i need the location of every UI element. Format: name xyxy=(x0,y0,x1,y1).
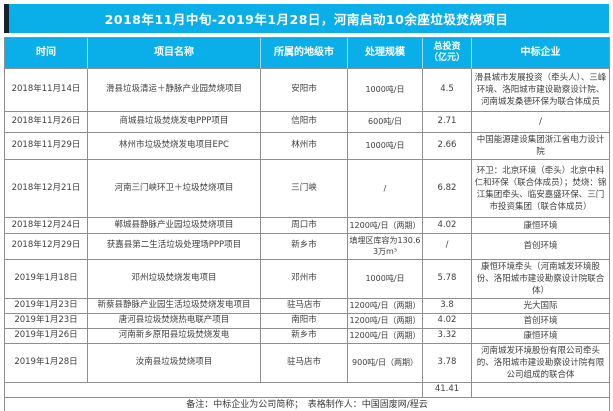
title-left-accent xyxy=(4,4,9,33)
cell-investment: 3.78 xyxy=(423,343,472,384)
cell-company: 光大国际 xyxy=(472,298,610,314)
cell-city: 周口市 xyxy=(261,218,348,235)
cell-project-name: 林州市垃圾焚烧发电项目EPC xyxy=(88,133,261,161)
cell-project-name: 商城县垃圾焚烧发电PPP项目 xyxy=(88,112,261,133)
cell-city: 新乡市 xyxy=(261,234,348,260)
total-row-empty-right xyxy=(472,383,610,398)
cell-city: 安阳市 xyxy=(261,69,348,112)
cell-project-name: 新蔡县静脉产业园生活垃圾焚烧发电项目 xyxy=(88,298,261,314)
cell-date: 2019年1月28日 xyxy=(5,343,88,384)
cell-investment: 2.66 xyxy=(423,133,472,161)
cell-investment: 6.82 xyxy=(423,160,472,219)
header-winner: 中标企业 xyxy=(472,38,610,69)
table-body: 2018年11月14日 滑县垃圾清运＋静脉产业园焚烧项目 安阳市 1000吨/日 4.5… xyxy=(5,69,610,384)
cell-city: 三门峡 xyxy=(261,160,348,219)
cell-company: 康恒环境 xyxy=(472,218,610,235)
cell-scale: 600吨/日 xyxy=(348,112,423,133)
cell-date: 2018年12月29日 xyxy=(5,234,88,260)
cell-company: 滑县城市发展投资（牵头人）、三峰环境、洛阳城市建设勘察设计院、河南城发桑德环保为… xyxy=(472,69,610,112)
total-row-empty-left xyxy=(5,383,423,398)
cell-city: 驻马店市 xyxy=(261,298,348,314)
cell-project-name: 滑县垃圾清运＋静脉产业园焚烧项目 xyxy=(88,69,261,112)
cell-scale: 900吨/日（两期） xyxy=(348,343,423,384)
cell-company: 康恒环境 xyxy=(472,328,610,344)
header-scale: 处理规模 xyxy=(348,38,423,69)
cell-date: 2019年1月18日 xyxy=(5,259,88,299)
cell-date: 2018年11月29日 xyxy=(5,133,88,161)
cell-scale: 1200吨/日（两期） xyxy=(348,218,423,235)
cell-project-name: 河南三门峡环卫＋垃圾焚烧项目 xyxy=(88,160,261,219)
cell-company: 首创环境 xyxy=(472,234,610,260)
cell-project-name: 邓州垃圾焚烧发电项目 xyxy=(88,259,261,299)
cell-city: 林州市 xyxy=(261,133,348,161)
cell-date: 2018年12月24日 xyxy=(5,218,88,235)
table-row: 2018年12月24日 郸城县静脉产业园垃圾焚烧项目 周口市 1200吨/日（两期） 4… xyxy=(5,218,610,235)
cell-scale: 1200吨/日（两期） xyxy=(348,328,423,344)
cell-company: 环卫：北京环境（牵头）北京中科仁和环保（联合体成员）；焚烧：锦江集团牵头、临安嘉… xyxy=(472,160,610,219)
table-row: 2018年12月29日 获嘉县第二生活垃圾处理场PPP项目 新乡市 填埋区库容为130… xyxy=(5,234,610,260)
projects-table: 时间 项目名称 所属的地级市 处理规模 总投资（亿元） 中标企业 2018年11… xyxy=(4,37,610,411)
cell-investment: 3.8 xyxy=(423,298,472,314)
table-title-bar: 2018年11月中旬-2019年1月28日，河南启动10余座垃圾焚烧项目 xyxy=(4,4,609,33)
cell-scale: 1000吨/日 xyxy=(348,69,423,112)
table-row: 2019年1月23日 新蔡县静脉产业园生活垃圾焚烧发电项目 驻马店市 1200吨/日（… xyxy=(5,298,610,314)
cell-company: 康恒环境牵头（河南城发环境股份、洛阳城市建设勘察设计院联合体） xyxy=(472,259,610,299)
cell-date: 2018年12月21日 xyxy=(5,160,88,219)
total-investment-value: 41.41 xyxy=(423,383,472,398)
cell-scale: 1200吨/日（两期） xyxy=(348,298,423,314)
cell-project-name: 获嘉县第二生活垃圾处理场PPP项目 xyxy=(88,234,261,260)
table-title: 2018年11月中旬-2019年1月28日，河南启动10余座垃圾焚烧项目 xyxy=(104,12,509,27)
table-row: 2018年11月29日 林州市垃圾焚烧发电项目EPC 林州市 1000吨/日 2.66 中… xyxy=(5,133,610,161)
header-city: 所属的地级市 xyxy=(261,38,348,69)
cell-scale: 1000吨/日 xyxy=(348,259,423,299)
cell-company: 中国能源建设集团浙江省电力设计院 xyxy=(472,133,610,161)
note-row: 备注：中标企业为公司简称； 表格制作人：中国固废网/程云 xyxy=(5,397,610,411)
cell-investment: 2.71 xyxy=(423,112,472,133)
table-row: 2018年12月21日 河南三门峡环卫＋垃圾焚烧项目 三门峡/6.82 环卫：北京环境… xyxy=(5,160,610,219)
header-investment: 总投资（亿元） xyxy=(423,38,472,69)
cell-investment: 4.02 xyxy=(423,218,472,235)
table-note: 备注：中标企业为公司简称； 表格制作人：中国固废网/程云 xyxy=(5,397,610,411)
cell-company: 河南城发环境股份有限公司牵头的、洛阳城市建设勘察设计院有限公司组成的联合体 xyxy=(472,343,610,384)
cell-date: 2018年11月14日 xyxy=(5,69,88,112)
table-row: 2018年11月14日 滑县垃圾清运＋静脉产业园焚烧项目 安阳市 1000吨/日 4.5… xyxy=(5,69,610,112)
cell-city: 驻马店市 xyxy=(261,343,348,384)
cell-investment: 5.78 xyxy=(423,259,472,299)
cell-investment: 4.5 xyxy=(423,69,472,112)
header-project-name: 项目名称 xyxy=(88,38,261,69)
cell-investment: 4.02 xyxy=(423,313,472,329)
table-row: 2019年1月18日 邓州垃圾焚烧发电项目 邓州市 1000吨/日 5.78 康恒环境牵头… xyxy=(5,259,610,299)
cell-date: 2018年11月26日 xyxy=(5,112,88,133)
cell-date: 2019年1月23日 xyxy=(5,298,88,314)
cell-scale: / xyxy=(348,160,423,219)
cell-project-name: 郸城县静脉产业园垃圾焚烧项目 xyxy=(88,218,261,235)
cell-investment: 3.32 xyxy=(423,328,472,344)
cell-company: / xyxy=(472,112,610,133)
cell-scale: 填埋区库容为130.63万m³ xyxy=(348,234,423,260)
table-row: 2019年1月23日 唐河县垃圾焚烧热电联产项目 南阳市 1200吨/日（两期） 4.0… xyxy=(5,313,610,329)
cell-project-name: 汝南县垃圾焚烧项目 xyxy=(88,343,261,384)
cell-city: 南阳市 xyxy=(261,313,348,329)
cell-investment: / xyxy=(423,234,472,260)
total-row: 41.41 xyxy=(5,383,610,398)
header-row: 时间 项目名称 所属的地级市 处理规模 总投资（亿元） 中标企业 xyxy=(5,38,610,69)
table-row: 2018年11月26日 商城县垃圾焚烧发电PPP项目 信阳市 600吨/日 2.71/ xyxy=(5,112,610,133)
cell-city: 邓州市 xyxy=(261,259,348,299)
table-row: 2019年1月28日 汝南县垃圾焚烧项目 驻马店市 900吨/日（两期） 3.78 河南城… xyxy=(5,343,610,384)
cell-scale: 1200吨/日（两期） xyxy=(348,313,423,329)
cell-date: 2019年1月23日 xyxy=(5,313,88,329)
cell-project-name: 河南新乡原阳县垃圾焚烧发电 xyxy=(88,328,261,344)
cell-city: 信阳市 xyxy=(261,112,348,133)
cell-project-name: 唐河县垃圾焚烧热电联产项目 xyxy=(88,313,261,329)
cell-city: 新乡市 xyxy=(261,328,348,344)
header-time: 时间 xyxy=(5,38,88,69)
cell-scale: 1000吨/日 xyxy=(348,133,423,161)
cell-date: 2019年1月26日 xyxy=(5,328,88,344)
table-row: 2019年1月26日 河南新乡原阳县垃圾焚烧发电 新乡市 1200吨/日（两期） 3.3… xyxy=(5,328,610,344)
cell-company: 首创环境 xyxy=(472,313,610,329)
